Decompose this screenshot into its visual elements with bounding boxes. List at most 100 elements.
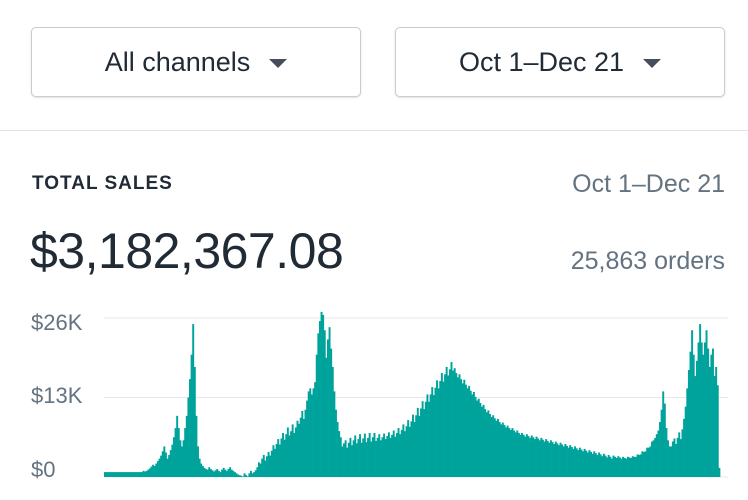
chart-bar bbox=[711, 348, 714, 477]
chart-bar bbox=[607, 454, 610, 477]
chart-bar bbox=[519, 434, 522, 477]
chart-bar bbox=[574, 446, 576, 477]
chart-bar bbox=[129, 472, 132, 477]
chart-bar bbox=[181, 446, 183, 477]
chart-bar bbox=[104, 472, 106, 477]
chart-bar bbox=[689, 351, 692, 477]
chart-bar bbox=[318, 321, 321, 477]
chart-bar bbox=[182, 440, 185, 477]
chart-bar bbox=[514, 432, 517, 477]
chart-bar bbox=[187, 397, 190, 477]
chart-bar bbox=[569, 445, 572, 477]
chart-bar bbox=[115, 472, 118, 477]
chart-bar bbox=[339, 437, 342, 477]
chart-bar bbox=[259, 463, 262, 477]
chart-bar bbox=[549, 440, 552, 477]
chart-bar bbox=[352, 440, 355, 477]
chart-bar bbox=[570, 447, 573, 477]
chart-bar bbox=[190, 354, 193, 477]
date-range-dropdown[interactable]: Oct 1–Dec 21 bbox=[395, 27, 725, 97]
chart-bar bbox=[349, 437, 352, 477]
chart-bar bbox=[208, 467, 211, 477]
chart-bar bbox=[136, 472, 139, 477]
chart-bar bbox=[506, 425, 509, 477]
chart-bar bbox=[606, 457, 609, 477]
chart-bar bbox=[365, 442, 368, 477]
chart-bar bbox=[493, 418, 496, 477]
chart-bar bbox=[315, 354, 318, 477]
chart-bar bbox=[201, 465, 204, 477]
chart-bar bbox=[251, 473, 254, 477]
chart-bar bbox=[384, 439, 387, 477]
chart-bar bbox=[145, 470, 148, 477]
chart-bar bbox=[230, 469, 233, 477]
chart-bar bbox=[609, 456, 612, 477]
chart-bar bbox=[357, 439, 360, 477]
chart-bar bbox=[452, 370, 455, 477]
chart-bar bbox=[548, 442, 551, 477]
chart-bar bbox=[540, 437, 543, 477]
chart-bar bbox=[298, 423, 301, 477]
chart-bar bbox=[225, 470, 228, 477]
chart-bar bbox=[561, 444, 564, 477]
chart-bar bbox=[205, 469, 208, 477]
chart-bar bbox=[278, 444, 281, 477]
chart-bar bbox=[185, 415, 188, 477]
chart-bar bbox=[238, 475, 241, 477]
chart-bar bbox=[323, 330, 326, 477]
chart-bar bbox=[336, 421, 339, 477]
chart-bar bbox=[270, 450, 273, 477]
chart-bar bbox=[477, 398, 480, 477]
chart-bar bbox=[214, 470, 217, 477]
chart-bar bbox=[529, 437, 532, 477]
chart-bar bbox=[137, 472, 140, 477]
chart-bar bbox=[217, 470, 220, 477]
chart-bar bbox=[421, 401, 424, 477]
chart-bar bbox=[575, 448, 578, 477]
chart-bar bbox=[463, 379, 466, 477]
chart-bar bbox=[403, 431, 406, 477]
chart-bar bbox=[120, 472, 122, 477]
chart-bar bbox=[716, 385, 719, 477]
chart-bar bbox=[405, 426, 408, 477]
chart-bar bbox=[687, 369, 690, 477]
chart-bar bbox=[351, 445, 353, 477]
chart-bar bbox=[153, 465, 156, 477]
chart-bar bbox=[625, 458, 628, 477]
channel-dropdown[interactable]: All channels bbox=[31, 27, 361, 97]
chart-bar bbox=[413, 421, 416, 477]
chart-bar bbox=[288, 435, 291, 477]
chart-bar bbox=[598, 452, 601, 477]
chart-bar bbox=[437, 388, 440, 477]
chart-bar bbox=[197, 446, 199, 477]
chart-bar bbox=[156, 461, 159, 477]
chart-bar bbox=[631, 456, 634, 477]
chart-bar bbox=[370, 441, 373, 477]
chart-bar bbox=[439, 380, 442, 477]
chart-bar bbox=[139, 472, 142, 477]
chart-bar bbox=[617, 456, 620, 477]
channel-dropdown-label: All channels bbox=[104, 46, 251, 77]
chart-bar bbox=[381, 437, 384, 477]
chart-bar bbox=[633, 456, 636, 477]
chart-bar bbox=[412, 414, 414, 477]
chart-bar bbox=[389, 437, 392, 477]
chart-bar bbox=[116, 472, 119, 477]
chart-bar bbox=[241, 476, 244, 477]
chart-bar bbox=[367, 437, 370, 477]
chart-bar bbox=[331, 366, 334, 477]
chart-bar bbox=[128, 472, 131, 477]
chart-bar bbox=[164, 452, 167, 477]
chart-bar bbox=[322, 314, 325, 477]
chart-bar bbox=[508, 428, 511, 477]
chart-bar bbox=[394, 436, 397, 477]
chart-bar bbox=[634, 456, 637, 477]
chart-bar bbox=[447, 375, 450, 477]
chart-bar bbox=[710, 354, 713, 477]
chart-bar bbox=[296, 420, 299, 477]
chart-bar bbox=[203, 467, 206, 477]
chart-bar bbox=[582, 451, 584, 477]
chart-bar bbox=[428, 401, 430, 477]
chart-bar bbox=[479, 403, 482, 477]
chart-bar bbox=[509, 429, 512, 477]
